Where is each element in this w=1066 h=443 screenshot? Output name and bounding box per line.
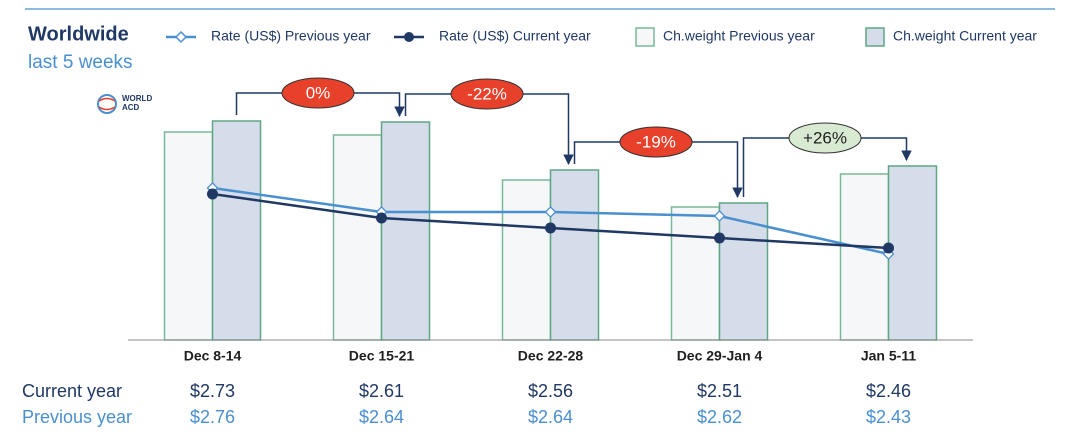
legend-swatch xyxy=(865,27,885,47)
rate-value: $2.64 xyxy=(528,407,573,427)
bar xyxy=(549,169,600,341)
point xyxy=(545,222,556,234)
point xyxy=(714,232,725,244)
legend-marker xyxy=(174,30,188,44)
row-label: Previous year xyxy=(22,407,132,427)
change-badge xyxy=(281,77,355,109)
bar xyxy=(670,206,721,341)
point xyxy=(544,206,557,218)
legend-label: Ch.weight Previous year xyxy=(663,28,815,44)
bar xyxy=(163,131,214,341)
rate-value: $2.64 xyxy=(359,407,404,427)
change-label: 0% xyxy=(306,83,331,102)
change-label: -19% xyxy=(636,132,676,151)
legend-swatch xyxy=(635,27,655,47)
x-tick-label: Jan 5-11 xyxy=(861,348,916,364)
legend-label: Rate (US$) Current year xyxy=(439,28,591,44)
x-tick-label: Dec 29-Jan 4 xyxy=(677,348,763,364)
chart-subtitle: last 5 weeks xyxy=(28,52,133,73)
legend-label: Ch.weight Current year xyxy=(893,28,1037,44)
x-tick-label: Dec 22-28 xyxy=(518,348,584,364)
bar xyxy=(332,134,383,341)
row-label: Current year xyxy=(22,381,122,401)
point xyxy=(713,210,726,222)
rate-value: $2.51 xyxy=(697,381,742,401)
change-badge xyxy=(450,78,524,110)
x-tick-label: Dec 8-14 xyxy=(184,348,242,364)
point xyxy=(883,242,894,254)
rate-value: $2.73 xyxy=(190,381,235,401)
rate-value: $2.43 xyxy=(866,407,911,427)
change-badge xyxy=(619,126,693,158)
bar xyxy=(380,121,431,341)
logo-text: WORLD xyxy=(122,94,152,103)
legend-label: Rate (US$) Previous year xyxy=(211,28,371,44)
change-label: +26% xyxy=(803,128,847,147)
rate-value: $2.56 xyxy=(528,381,573,401)
x-tick-label: Dec 15-21 xyxy=(349,348,415,364)
point xyxy=(376,212,387,224)
bar xyxy=(887,165,938,341)
bar xyxy=(839,173,890,341)
rate-value: $2.62 xyxy=(697,407,742,427)
logo-text: ACD xyxy=(122,103,140,112)
rate-value: $2.76 xyxy=(190,407,235,427)
bar xyxy=(501,179,552,341)
change-label: -22% xyxy=(467,84,507,103)
logo-icon xyxy=(97,94,117,114)
bar xyxy=(211,120,262,341)
logo-icon xyxy=(98,97,116,111)
bar xyxy=(718,202,769,341)
logo: WORLD ACD xyxy=(97,94,152,114)
change-badge xyxy=(788,122,862,154)
point xyxy=(207,188,218,200)
legend-marker xyxy=(404,32,414,42)
chart-title: Worldwide xyxy=(28,23,129,45)
rate-value: $2.61 xyxy=(359,381,404,401)
rate-value: $2.46 xyxy=(866,381,911,401)
